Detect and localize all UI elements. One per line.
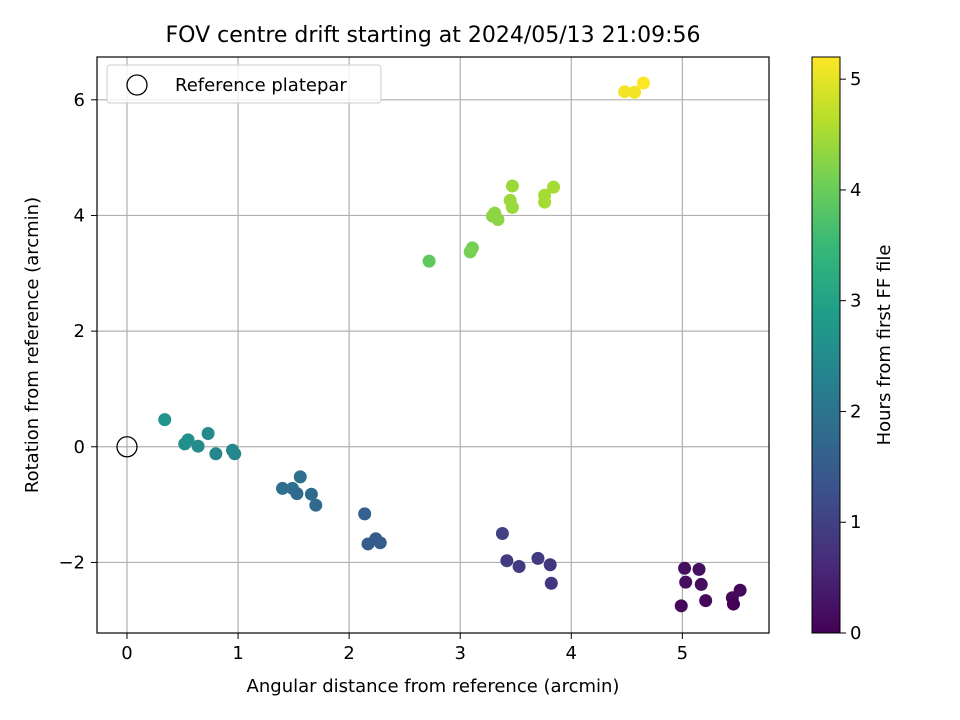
legend: Reference platepar (106, 64, 382, 104)
colorbar-tick-label: 2 (850, 401, 861, 422)
data-point (201, 426, 215, 440)
reference-platepar-marker (116, 436, 138, 458)
y-axis-label: Rotation from reference (arcmin) (22, 197, 43, 493)
y-tick-label: 6 (74, 90, 85, 111)
colorbar: 0 1 2 3 4 5 Hours from first FF file (811, 56, 895, 644)
data-point (500, 554, 514, 568)
data-point (543, 558, 557, 572)
legend-label-reference: Reference platepar (175, 75, 347, 96)
x-tick-label: 1 (232, 643, 243, 664)
data-point (309, 498, 323, 512)
colorbar-ticks: 0 1 2 3 4 5 (840, 69, 861, 644)
reference-layer (116, 436, 138, 458)
y-tick-label: −2 (58, 552, 85, 573)
data-point (304, 487, 318, 501)
data-point (538, 195, 552, 209)
data-point (495, 527, 509, 541)
legend-box (106, 64, 382, 104)
data-point (275, 481, 289, 495)
y-tick-label: 2 (74, 321, 85, 342)
x-tick-label: 2 (343, 643, 354, 664)
data-point (293, 470, 307, 484)
data-point (463, 245, 477, 259)
data-point (191, 439, 205, 453)
data-point (531, 551, 545, 565)
data-point (628, 85, 642, 99)
plot-frame (96, 56, 770, 634)
data-point (678, 561, 692, 575)
data-point (618, 85, 632, 99)
x-tick-label: 5 (677, 643, 688, 664)
x-axis-ticks: 0 1 2 3 4 5 (121, 633, 688, 664)
grid-layer (97, 57, 769, 633)
data-point (290, 487, 304, 501)
y-tick-label: 0 (74, 437, 85, 458)
data-point (422, 254, 436, 268)
x-tick-label: 3 (454, 643, 465, 664)
data-point (505, 200, 519, 214)
data-point (699, 594, 713, 608)
x-axis-label: Angular distance from reference (arcmin) (247, 676, 620, 697)
data-point (674, 599, 688, 613)
data-point (228, 447, 242, 461)
data-point (373, 536, 387, 550)
data-point (209, 447, 223, 461)
colorbar-tick-label: 4 (850, 180, 861, 201)
data-point (178, 437, 192, 451)
colorbar-tick-label: 1 (850, 512, 861, 533)
colorbar-tick-label: 3 (850, 291, 861, 312)
chart-title: FOV centre drift starting at 2024/05/13 … (166, 23, 701, 48)
colorbar-tick-label: 0 (850, 623, 861, 644)
y-tick-label: 4 (74, 205, 85, 226)
x-tick-label: 4 (566, 643, 577, 664)
data-point (694, 577, 708, 591)
legend-marker-reference (126, 74, 148, 96)
points-layer (158, 76, 747, 613)
x-tick-label: 0 (121, 643, 132, 664)
colorbar-label: Hours from first FF file (874, 245, 895, 446)
colorbar-tick-label: 5 (850, 69, 861, 90)
data-point (733, 583, 747, 597)
data-point (679, 575, 693, 589)
data-point (547, 180, 561, 194)
data-point (158, 413, 172, 427)
y-axis-ticks: −2 0 2 4 6 (58, 90, 97, 573)
data-point (726, 597, 740, 611)
data-point (512, 559, 526, 573)
data-point (491, 213, 505, 227)
colorbar-gradient (811, 56, 841, 634)
data-point (505, 179, 519, 193)
data-point (636, 76, 650, 90)
data-point (358, 507, 372, 521)
data-point (692, 562, 706, 576)
data-point (544, 576, 558, 590)
